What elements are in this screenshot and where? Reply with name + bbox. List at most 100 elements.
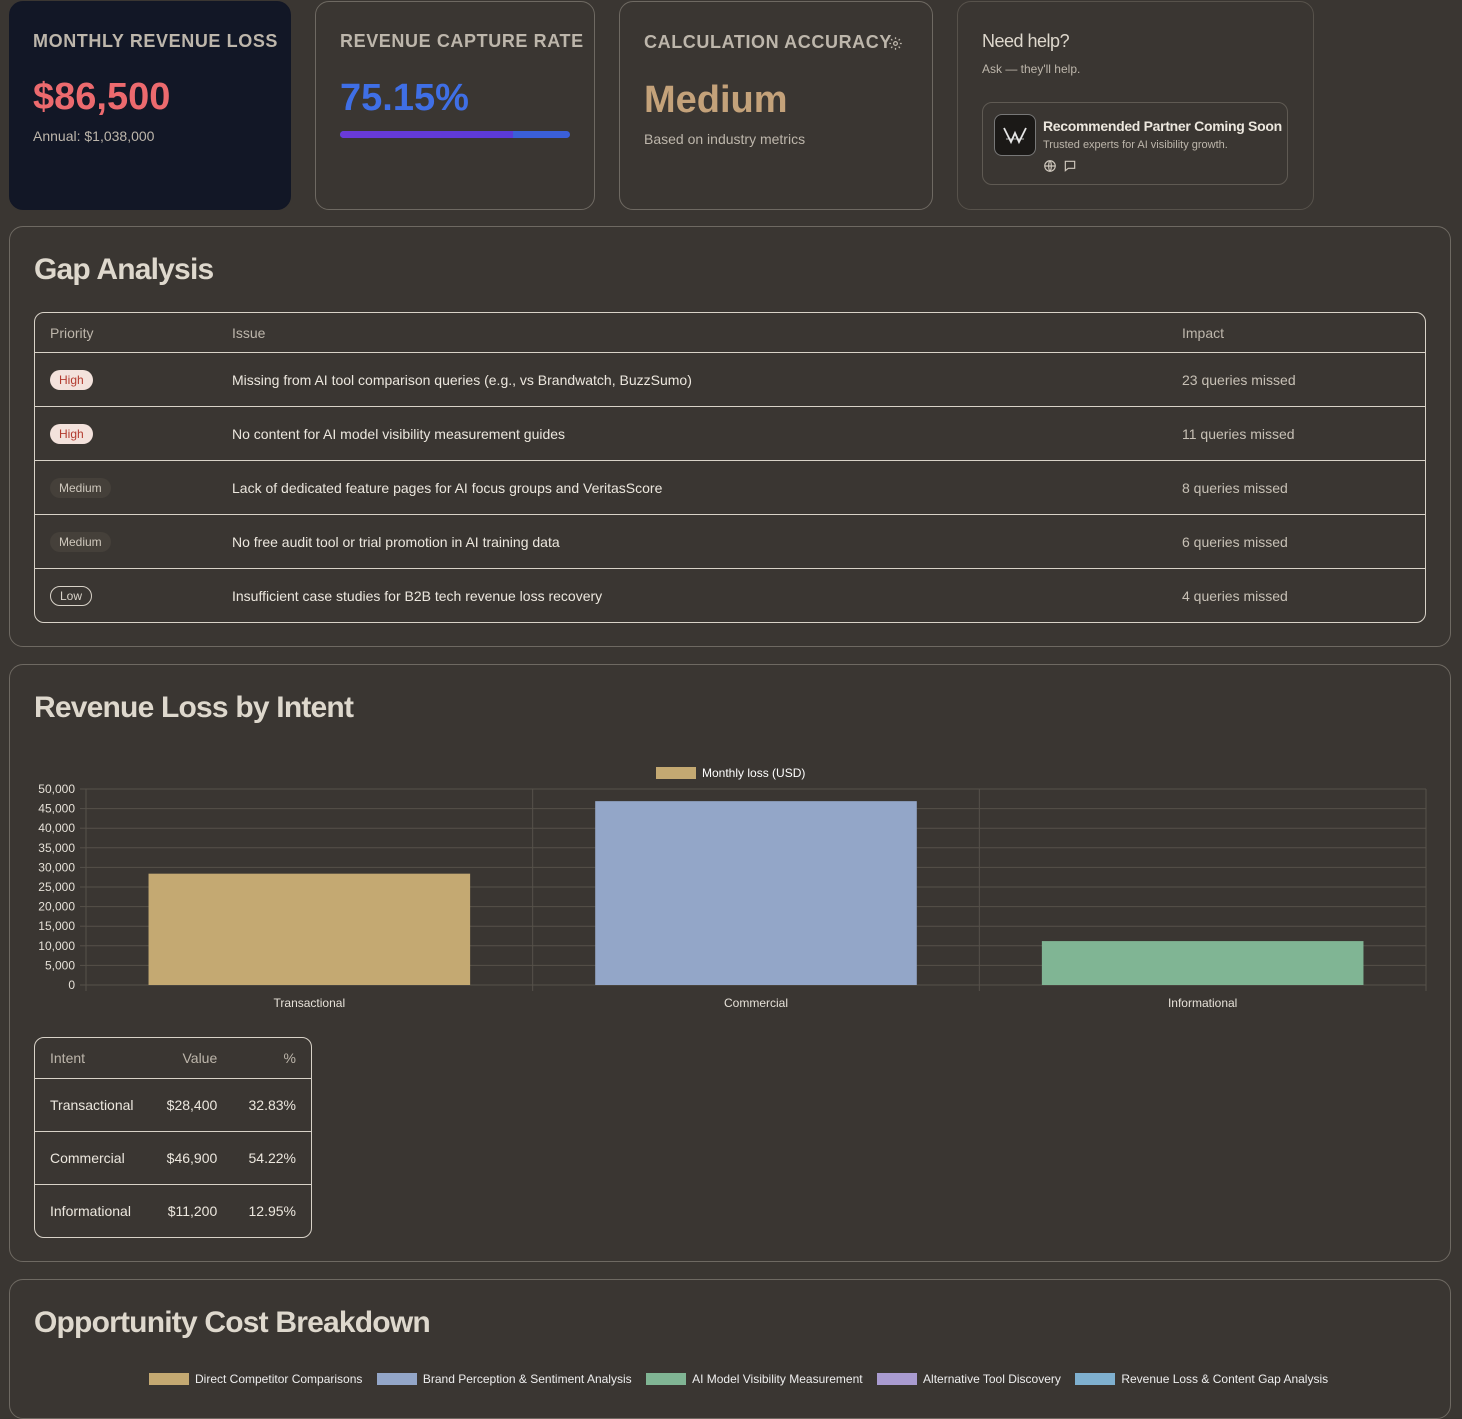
y-tick-label: 10,000 [38, 939, 75, 953]
loss-value: $86,500 [33, 76, 171, 118]
capture-progress-fill [340, 131, 513, 138]
opportunity-cost-section: Opportunity Cost Breakdown Direct Compet… [9, 1279, 1451, 1419]
intent-name: Commercial [35, 1131, 151, 1185]
issue-text: No free audit tool or trial promotion in… [217, 514, 1167, 569]
legend-swatch [877, 1373, 918, 1385]
chart-x-axis: Transactional Commercial Informational [274, 996, 1238, 1010]
annual-loss: Annual: $1,038,000 [33, 128, 155, 144]
issue-text: Missing from AI tool comparison queries … [217, 352, 1167, 407]
col-value[interactable]: Value [150, 1038, 233, 1079]
chart-y-axis: 50,000 45,000 40,000 35,000 30,000 25,000 20,0… [38, 782, 75, 992]
capture-label: REVENUE CAPTURE RATE [340, 31, 584, 51]
intent-section-title: Revenue Loss by Intent [34, 691, 354, 724]
accuracy-value: Medium [644, 79, 788, 121]
x-tick-label: Transactional [274, 996, 346, 1010]
y-tick-label: 35,000 [38, 841, 75, 855]
loss-label: MONTHLY REVENUE LOSS [33, 31, 279, 51]
y-tick-label: 50,000 [38, 782, 75, 796]
impact-text: 8 queries missed [1167, 460, 1425, 515]
legend-label: Direct Competitor Comparisons [195, 1372, 363, 1386]
partner-card[interactable]: Recommended Partner Coming Soon Trusted … [982, 102, 1288, 185]
col-impact[interactable]: Impact [1167, 313, 1425, 353]
legend-label: Brand Perception & Sentiment Analysis [422, 1372, 632, 1386]
partner-logo [994, 114, 1036, 156]
table-row: High Missing from AI tool comparison que… [35, 352, 1425, 407]
intent-pct: 54.22% [232, 1131, 311, 1185]
gap-analysis-section: Gap Analysis Priority Issue Impact High … [9, 226, 1451, 647]
legend-item[interactable]: Revenue Loss & Content Gap Analysis [1075, 1372, 1328, 1386]
intent-pct: 32.83% [232, 1078, 311, 1132]
capture-progress-bar [340, 131, 570, 138]
table-row: Medium Lack of dedicated feature pages f… [35, 460, 1425, 515]
opportunity-title: Opportunity Cost Breakdown [34, 1306, 431, 1339]
table-row: Informational $11,200 12.95% [35, 1185, 311, 1238]
intent-bar-chart: Monthly loss (USD) 50,000 45,000 40,000 35,… [38, 766, 1427, 1010]
legend-swatch [1075, 1373, 1116, 1385]
issue-text: Lack of dedicated feature pages for AI f… [217, 460, 1167, 515]
impact-text: 6 queries missed [1167, 514, 1425, 569]
table-row: Low Insufficient case studies for B2B te… [35, 569, 1425, 623]
accuracy-note: Based on industry metrics [644, 131, 806, 147]
priority-badge: Medium [50, 477, 111, 498]
revenue-capture-rate-card: REVENUE CAPTURE RATE 75.15% [315, 1, 595, 210]
bar [595, 801, 917, 985]
monthly-revenue-loss-card: MONTHLY REVENUE LOSS $86,500 Annual: $1,… [9, 1, 291, 210]
intent-pct: 12.95% [248, 1203, 296, 1219]
impact-text: 23 queries missed [1167, 352, 1425, 407]
calculation-accuracy-card: CALCULATION ACCURACY Medium Based on ind… [619, 1, 933, 210]
table-row: Commercial $46,900 54.22% [35, 1131, 311, 1185]
chart-legend: Monthly loss (USD) [656, 766, 805, 780]
legend-swatch [149, 1373, 189, 1385]
accuracy-label: CALCULATION ACCURACY [644, 32, 892, 52]
intent-value: $46,900 [150, 1131, 233, 1185]
chart-bars [148, 801, 1364, 985]
gear-icon[interactable] [888, 36, 903, 56]
y-tick-label: 5,000 [45, 958, 75, 972]
legend-item[interactable]: Brand Perception & Sentiment Analysis [376, 1372, 632, 1386]
intent-name: Informational [50, 1203, 131, 1219]
partner-name: Recommended Partner Coming Soon [1043, 118, 1282, 134]
priority-badge: High [50, 369, 93, 390]
impact-text: 11 queries missed [1167, 406, 1425, 461]
legend-item[interactable]: AI Model Visibility Measurement [646, 1372, 863, 1386]
intent-name: Transactional [35, 1078, 151, 1132]
gap-analysis-title: Gap Analysis [34, 253, 214, 286]
bar [1041, 941, 1364, 985]
table-row: High No content for AI model visibility … [35, 406, 1425, 461]
opportunity-legend: Direct Competitor Comparisons Brand Perc… [149, 1372, 1338, 1390]
legend-label: Monthly loss (USD) [702, 766, 805, 780]
intent-value: $11,200 [167, 1203, 218, 1219]
x-tick-label: Commercial [724, 996, 788, 1010]
issue-text: No content for AI model visibility measu… [217, 406, 1167, 461]
legend-swatch [376, 1373, 417, 1385]
help-card: Need help? Ask — they'll help. Recommend… [957, 1, 1314, 210]
y-tick-label: 0 [68, 978, 75, 992]
legend-item[interactable]: Alternative Tool Discovery [877, 1372, 1061, 1386]
x-tick-label: Informational [1168, 996, 1237, 1010]
bar [148, 873, 471, 985]
revenue-loss-by-intent-section: Revenue Loss by Intent Monthly loss (USD… [9, 664, 1451, 1262]
issue-text: Insufficient case studies for B2B tech r… [232, 587, 603, 604]
legend-swatch [656, 767, 696, 779]
col-pct[interactable]: % [232, 1038, 311, 1079]
y-tick-label: 30,000 [38, 860, 75, 874]
help-subtitle: Ask — they'll help. [982, 62, 1081, 76]
col-priority[interactable]: Priority [35, 313, 217, 353]
intent-table: Intent Value % Transactional $28,400 32.… [34, 1037, 312, 1238]
gap-analysis-table: Priority Issue Impact High Missing from … [34, 312, 1426, 623]
legend-item[interactable]: Direct Competitor Comparisons [149, 1372, 362, 1386]
y-tick-label: 40,000 [38, 821, 75, 835]
priority-badge: High [50, 423, 93, 444]
y-tick-label: 15,000 [38, 919, 75, 933]
table-row: Medium No free audit tool or trial promo… [35, 514, 1425, 569]
legend-label: AI Model Visibility Measurement [692, 1372, 863, 1386]
capture-value: 75.15% [340, 77, 469, 119]
priority-badge: Low [50, 585, 93, 606]
legend-swatch [646, 1373, 687, 1385]
col-intent[interactable]: Intent [35, 1038, 151, 1079]
intent-value: $28,400 [150, 1078, 233, 1132]
col-issue[interactable]: Issue [217, 313, 1167, 353]
priority-badge: Medium [50, 531, 111, 552]
globe-icon[interactable] [1043, 159, 1057, 178]
chat-icon[interactable] [1063, 159, 1077, 178]
